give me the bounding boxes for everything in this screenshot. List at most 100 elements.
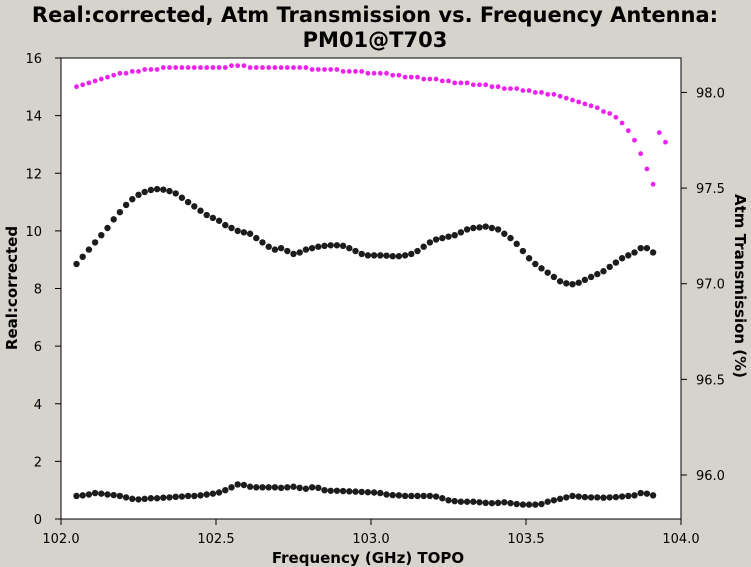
- atm-transmission-point: [594, 105, 600, 111]
- real-corrected-point: [587, 494, 595, 501]
- real-corrected-point: [79, 253, 86, 261]
- real-corrected-point: [507, 499, 514, 507]
- real-corrected-point: [476, 499, 483, 506]
- real-corrected-point: [494, 499, 502, 507]
- real-corrected-point: [222, 221, 229, 229]
- real-corrected-point: [544, 498, 551, 505]
- real-corrected-point: [600, 268, 607, 275]
- atm-transmission-point: [644, 166, 650, 172]
- real-corrected-point: [271, 484, 279, 491]
- real-corrected-point: [594, 494, 601, 501]
- atm-transmission-point: [619, 120, 625, 126]
- real-corrected-point: [153, 185, 161, 193]
- real-corrected-point: [116, 492, 124, 500]
- atm-transmission-point: [514, 86, 520, 92]
- real-corrected-point: [395, 492, 403, 499]
- real-corrected-point: [513, 240, 520, 248]
- atm-transmission-point: [198, 65, 203, 70]
- atm-transmission-point: [359, 68, 365, 74]
- real-corrected-point: [308, 244, 316, 252]
- atm-transmission-point: [539, 90, 544, 95]
- x-tick-label: 102.0: [42, 532, 79, 547]
- atm-transmission-point: [191, 65, 197, 70]
- real-corrected-point: [73, 260, 80, 268]
- real-corrected-point: [383, 252, 390, 259]
- real-corrected-point: [321, 486, 328, 494]
- real-corrected-point: [482, 223, 489, 230]
- x-tick-label: 104.0: [662, 532, 699, 547]
- real-corrected-point: [327, 487, 334, 494]
- real-corrected-point: [197, 207, 204, 214]
- atm-transmission-point: [501, 86, 507, 92]
- real-corrected-point: [191, 492, 198, 500]
- real-corrected-point: [197, 492, 204, 499]
- real-corrected-point: [420, 492, 427, 500]
- real-corrected-point: [265, 243, 272, 250]
- real-corrected-point: [494, 226, 502, 233]
- real-corrected-point: [184, 198, 192, 206]
- real-corrected-point: [364, 252, 372, 259]
- real-corrected-point: [85, 491, 93, 498]
- real-corrected-point: [414, 492, 421, 500]
- real-corrected-point: [432, 493, 440, 500]
- real-corrected-point: [147, 495, 155, 502]
- real-corrected-point: [135, 191, 142, 199]
- real-corrected-point: [389, 253, 396, 260]
- atm-transmission-point: [371, 70, 377, 76]
- real-corrected-point: [277, 244, 285, 252]
- atm-transmission-point: [415, 74, 420, 80]
- real-corrected-point: [451, 231, 458, 239]
- real-corrected-point: [166, 187, 173, 195]
- atm-transmission-point: [98, 76, 104, 82]
- real-corrected-point: [625, 252, 632, 259]
- real-corrected-point: [178, 194, 186, 201]
- atm-transmission-point: [247, 65, 253, 70]
- atm-transmission-point: [452, 80, 458, 86]
- real-corrected-point: [215, 217, 223, 224]
- atm-transmission-point: [167, 65, 172, 70]
- real-corrected-point: [625, 492, 632, 500]
- atm-transmission-point: [439, 78, 445, 84]
- real-corrected-point: [414, 247, 421, 255]
- atm-transmission-point: [129, 68, 135, 74]
- chart-title-line-2: PM01@T703: [303, 28, 448, 52]
- atm-transmission-point: [625, 128, 631, 134]
- y-tick-label: 0: [34, 513, 42, 528]
- real-corrected-point: [501, 230, 508, 237]
- real-corrected-point: [364, 489, 372, 496]
- real-corrected-point: [240, 229, 248, 236]
- atm-transmission-point: [545, 91, 551, 97]
- real-corrected-point: [649, 249, 657, 256]
- real-corrected-point: [79, 492, 86, 499]
- real-corrected-point: [277, 484, 285, 492]
- y-tick-label: 16: [25, 52, 42, 67]
- atm-transmission-point: [483, 82, 489, 88]
- real-corrected-point: [308, 484, 316, 491]
- atm-transmission-point: [396, 72, 402, 78]
- atm-transmission-point: [105, 74, 110, 80]
- atm-transmission-point: [489, 84, 495, 90]
- atm-transmission-point: [563, 95, 569, 101]
- real-corrected-point: [439, 495, 446, 502]
- atm-transmission-point: [142, 67, 148, 72]
- real-corrected-point: [377, 489, 384, 497]
- real-corrected-point: [290, 483, 297, 490]
- atm-transmission-point: [427, 76, 433, 82]
- atm-transmission-point: [253, 65, 259, 70]
- atm-transmission-point: [173, 65, 179, 70]
- real-corrected-point: [600, 494, 607, 501]
- real-corrected-point: [445, 497, 452, 504]
- atm-transmission-point: [377, 70, 383, 76]
- real-corrected-point: [153, 495, 161, 502]
- real-corrected-point: [339, 242, 347, 250]
- atm-transmission-point: [160, 65, 166, 70]
- real-corrected-point: [271, 246, 279, 253]
- atm-transmission-point: [272, 65, 278, 70]
- atm-transmission-point: [582, 101, 588, 107]
- atm-transmission-point: [204, 65, 210, 70]
- real-corrected-point: [203, 211, 210, 219]
- y-axis-ticks: 0 2 4 6 8 10 12 14 16: [25, 52, 61, 528]
- real-corrected-point: [315, 484, 322, 492]
- real-corrected-point: [401, 252, 409, 259]
- data-points: [73, 63, 668, 508]
